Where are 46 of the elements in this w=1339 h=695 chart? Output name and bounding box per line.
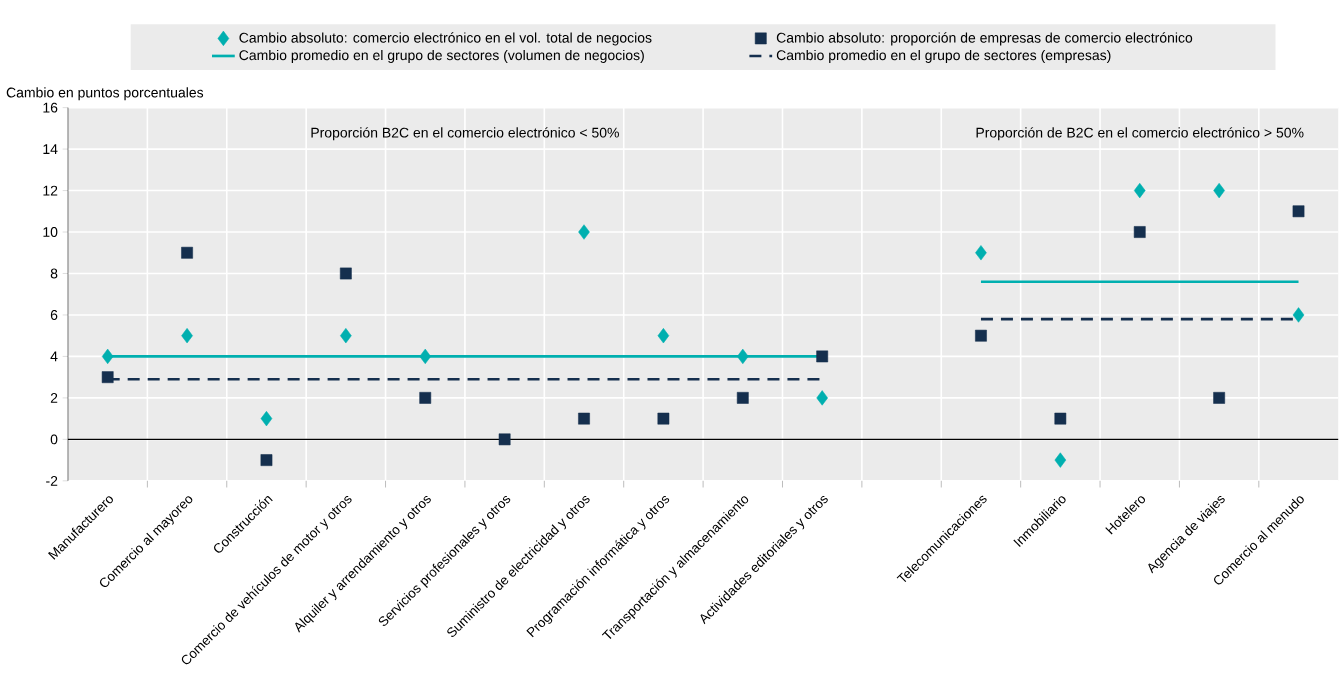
point bbox=[339, 267, 352, 280]
point bbox=[1213, 392, 1225, 404]
y-tick-label: -2 bbox=[46, 476, 58, 486]
point bbox=[657, 328, 670, 344]
point bbox=[181, 328, 193, 344]
y-tick-label: 8 bbox=[50, 268, 58, 279]
legend-label: Cambio absoluto: comercio electrónico en el vol. total de negocios bbox=[239, 32, 652, 46]
point bbox=[181, 247, 193, 259]
point bbox=[1054, 452, 1067, 468]
point bbox=[1133, 226, 1146, 239]
point bbox=[816, 350, 829, 363]
y-tick-label: 4 bbox=[50, 351, 58, 362]
point bbox=[1054, 412, 1067, 425]
legend-label: Cambio absoluto: proporción de empresas de comercio electrónico bbox=[776, 32, 1193, 46]
point bbox=[975, 329, 987, 342]
legend-label: Cambio promedio en el grupo de sectores (volumen de negocios) bbox=[239, 50, 644, 64]
point bbox=[101, 371, 114, 384]
y-tick-label: 12 bbox=[43, 185, 58, 196]
point bbox=[975, 245, 987, 261]
point bbox=[736, 392, 749, 404]
point bbox=[578, 412, 590, 425]
y-tick-label: 10 bbox=[43, 227, 58, 238]
point bbox=[419, 392, 432, 404]
point bbox=[657, 412, 670, 425]
point bbox=[101, 348, 114, 365]
point bbox=[1133, 183, 1146, 199]
y-tick-label: 16 bbox=[43, 102, 58, 113]
point bbox=[260, 454, 273, 467]
point bbox=[1292, 205, 1305, 218]
y-tick-label: 6 bbox=[50, 310, 58, 321]
legend-label: Cambio promedio en el grupo de sectores (empresas) bbox=[776, 50, 1111, 64]
point bbox=[498, 433, 511, 446]
annotation: Proporción B2C en el comercio electrónico < 50% bbox=[311, 127, 619, 141]
point bbox=[1292, 307, 1305, 323]
y-tick-label: 0 bbox=[50, 434, 58, 445]
point bbox=[737, 348, 749, 365]
point bbox=[340, 328, 352, 344]
point bbox=[1213, 183, 1225, 199]
y-tick-label: 2 bbox=[50, 393, 58, 403]
point bbox=[419, 348, 432, 365]
y-axis-title: Cambio en puntos porcentuales bbox=[6, 87, 204, 101]
point bbox=[816, 390, 828, 406]
annotation: Proporción de B2C en el comercio electrónico > 50% bbox=[976, 127, 1304, 141]
point bbox=[578, 224, 590, 240]
point bbox=[260, 411, 273, 427]
y-tick-label: 14 bbox=[43, 144, 58, 155]
